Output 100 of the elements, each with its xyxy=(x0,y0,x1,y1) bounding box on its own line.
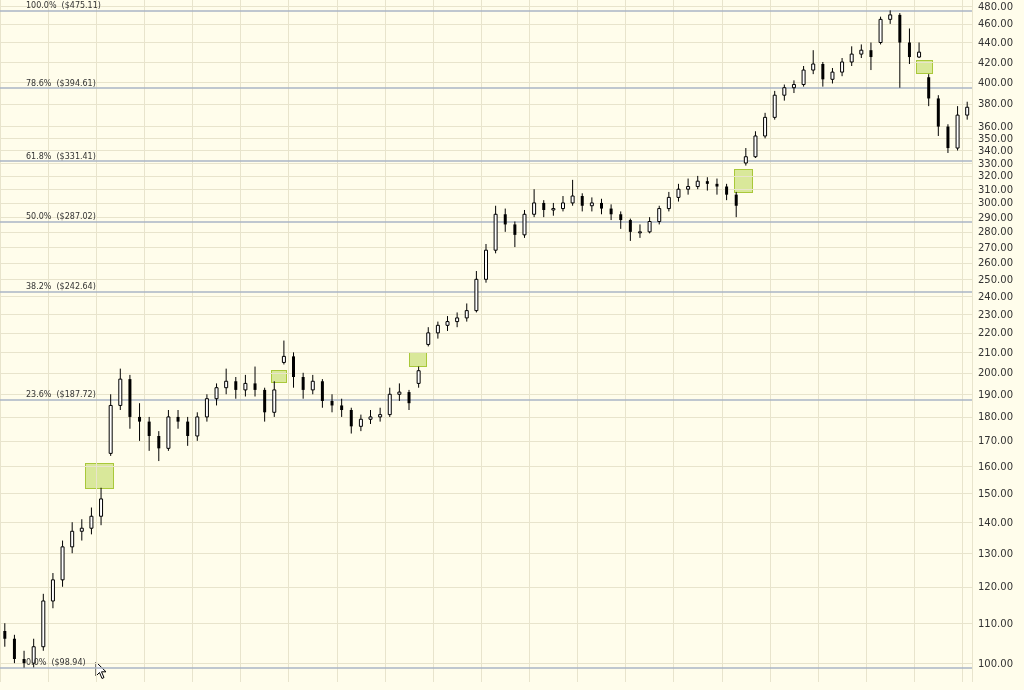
y-tick-label: 180.00 xyxy=(978,411,1013,423)
candlestick xyxy=(195,411,200,442)
y-tick-label: 240.00 xyxy=(978,290,1013,302)
candlestick xyxy=(734,191,738,218)
candlestick xyxy=(570,179,575,207)
y-tick-label: 230.00 xyxy=(978,308,1013,320)
candlestick xyxy=(281,340,286,365)
y-tick-label: 360.00 xyxy=(978,121,1013,133)
candlestick xyxy=(292,351,296,389)
ref-line-label: 100.0% ($475.11) xyxy=(26,0,101,10)
candlestick xyxy=(138,402,142,442)
candlestick xyxy=(455,311,460,328)
y-tick-label: 480.00 xyxy=(978,0,1013,12)
candlestick xyxy=(532,188,537,218)
candlestick xyxy=(204,393,209,423)
ref-line-label: 23.6% ($187.72) xyxy=(26,389,96,399)
y-tick-label: 280.00 xyxy=(978,226,1013,238)
candlestick xyxy=(301,372,305,400)
candlestick xyxy=(686,178,691,196)
y-tick-label: 400.00 xyxy=(978,76,1013,88)
candlestick xyxy=(878,16,883,45)
y-tick-label: 300.00 xyxy=(978,197,1013,209)
candlestick xyxy=(637,223,642,239)
y-tick-label: 140.00 xyxy=(978,516,1013,528)
candlestick xyxy=(772,90,777,121)
candlestick xyxy=(753,130,758,159)
candlestick xyxy=(927,73,931,107)
y-tick-label: 100.00 xyxy=(978,657,1013,669)
candlestick xyxy=(657,205,662,225)
y-tick-label: 380.00 xyxy=(978,98,1013,110)
y-tick-label: 170.00 xyxy=(978,435,1013,447)
candlestick xyxy=(224,368,229,395)
candlestick xyxy=(589,196,594,212)
candlestick xyxy=(12,634,16,664)
candlestick xyxy=(907,27,911,65)
y-tick-label: 460.00 xyxy=(978,18,1013,30)
candlestick xyxy=(358,414,363,432)
candlestick xyxy=(320,378,324,409)
candlestick xyxy=(869,42,873,71)
y-tick-label: 130.00 xyxy=(978,547,1013,559)
y-tick-label: 260.00 xyxy=(978,257,1013,269)
candlestick xyxy=(917,42,922,59)
y-tick-label: 330.00 xyxy=(978,157,1013,169)
candlestick xyxy=(272,380,277,418)
candlestick xyxy=(3,622,7,648)
candlestick xyxy=(378,407,383,423)
candlestick xyxy=(503,208,507,233)
y-tick-label: 350.00 xyxy=(978,132,1013,144)
candlestick xyxy=(791,79,796,94)
y-tick-label: 190.00 xyxy=(978,388,1013,400)
candlestick xyxy=(522,209,527,239)
y-tick-label: 160.00 xyxy=(978,460,1013,472)
y-tick-label: 250.00 xyxy=(978,273,1013,285)
candlestick xyxy=(513,221,517,248)
candlestick xyxy=(715,178,719,196)
candlestick xyxy=(821,61,825,88)
candlestick xyxy=(464,302,469,323)
candlestick xyxy=(22,650,26,669)
ref-line-label: 61.8% ($331.41) xyxy=(26,151,96,161)
candlestick xyxy=(310,374,315,395)
candlestick xyxy=(89,507,94,535)
candlestick xyxy=(99,487,104,526)
y-tick-label: 110.00 xyxy=(978,617,1013,629)
candlestick xyxy=(340,398,344,418)
candlestick xyxy=(157,430,161,462)
candlestick xyxy=(243,374,248,397)
candlestick xyxy=(70,521,75,554)
ref-line-label: 50.0% ($287.02) xyxy=(26,211,96,221)
candlestick xyxy=(407,389,411,411)
y-tick-label: 270.00 xyxy=(978,241,1013,253)
candlestick xyxy=(426,326,431,347)
candlestick xyxy=(840,57,845,77)
candlestick xyxy=(50,572,55,609)
candlestick xyxy=(176,409,180,430)
y-tick-label: 440.00 xyxy=(978,37,1013,49)
candlestick xyxy=(666,191,671,212)
candlestick xyxy=(435,321,440,340)
candlestick xyxy=(849,45,854,67)
candlestick xyxy=(560,195,565,212)
candlestick xyxy=(234,376,238,400)
y-tick-label: 290.00 xyxy=(978,211,1013,223)
candlestick xyxy=(580,192,584,212)
candlestick xyxy=(946,123,950,154)
y-tick-label: 210.00 xyxy=(978,346,1013,358)
y-tick-label: 220.00 xyxy=(978,327,1013,339)
candlestick xyxy=(811,49,816,75)
y-tick-label: 340.00 xyxy=(978,145,1013,157)
ref-line-label: 38.2% ($242.64) xyxy=(26,282,96,292)
candlestick xyxy=(801,65,806,88)
ref-line-label: 78.6% ($394.61) xyxy=(26,78,96,88)
candlestick xyxy=(416,366,421,389)
y-tick-label: 310.00 xyxy=(978,183,1013,195)
y-tick-label: 150.00 xyxy=(978,487,1013,499)
candlestick xyxy=(387,387,392,418)
y-tick-label: 320.00 xyxy=(978,170,1013,182)
candlestick xyxy=(349,407,353,435)
y-tick-label: 420.00 xyxy=(978,56,1013,68)
candlestick xyxy=(263,387,267,423)
candlestick xyxy=(628,218,632,242)
candlestick xyxy=(186,416,190,447)
